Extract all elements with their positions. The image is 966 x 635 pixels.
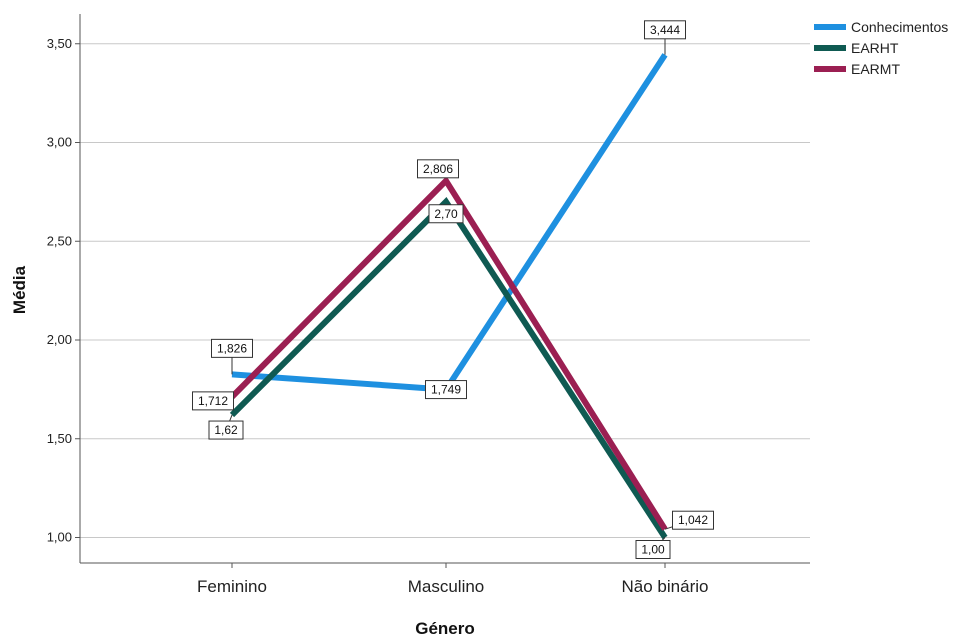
y-tick-label: 3,00 — [47, 135, 72, 150]
data-label-text: 1,749 — [431, 383, 461, 397]
data-label: 1,00 — [635, 537, 671, 559]
data-label: 3,444 — [644, 20, 686, 55]
x-axis-title: Género — [415, 619, 475, 635]
data-labels: 1,826 1,749 3,444 1,62 2,70 1,00 1,712 2,806 1,0… — [192, 20, 714, 559]
data-label-text: 3,444 — [650, 23, 680, 37]
y-tick-labels: 1,00 1,50 2,00 2,50 3,00 3,50 — [47, 36, 80, 545]
gridlines — [80, 43, 810, 538]
legend-entry: EARHT — [851, 40, 899, 56]
series-line-earmt — [229, 176, 668, 531]
data-label-box — [211, 338, 253, 358]
legend-entry: EARMT — [851, 61, 900, 77]
y-tick-label: 2,50 — [47, 233, 72, 248]
data-label-box — [425, 380, 467, 400]
y-axis-title: Média — [10, 265, 29, 314]
data-label: 2,806 — [417, 159, 459, 179]
axes — [79, 14, 810, 564]
data-label-text: 1,826 — [217, 341, 247, 355]
legend-entry: Conhecimentos — [851, 19, 948, 35]
data-label-text: 1,712 — [198, 394, 228, 408]
data-label-box — [417, 159, 459, 179]
y-tick-label: 1,00 — [47, 530, 72, 545]
series-line-earht — [229, 196, 668, 540]
y-tick-label: 2,00 — [47, 332, 72, 347]
data-label-text: 1,00 — [641, 543, 665, 557]
data-label-box — [208, 420, 244, 440]
data-label-text: 1,62 — [214, 423, 238, 437]
x-tick-label: Masculino — [408, 577, 485, 596]
y-tick-label: 3,50 — [47, 36, 72, 51]
x-tick-label: Não binário — [622, 577, 709, 596]
y-tick-label: 1,50 — [47, 431, 72, 446]
data-label-text: 2,806 — [423, 162, 453, 176]
data-label-box — [672, 510, 714, 530]
series-lines — [229, 53, 668, 540]
data-label-box — [192, 391, 234, 411]
data-label: 1,62 — [208, 414, 244, 440]
data-label: 1,826 — [211, 338, 253, 375]
data-label-box — [635, 540, 671, 559]
data-label: 1,042 — [664, 510, 714, 530]
data-label-text: 1,042 — [678, 513, 708, 527]
data-label: 1,749 — [425, 380, 467, 400]
x-tick-labels: Feminino Masculino Não binário — [197, 563, 708, 596]
data-label-box — [644, 20, 686, 40]
x-tick-label: Feminino — [197, 577, 267, 596]
data-label-box — [428, 204, 464, 224]
data-label: 1,712 — [192, 391, 234, 411]
data-label: 2,70 — [428, 204, 464, 224]
legend: Conhecimentos EARHT EARMT — [814, 19, 948, 77]
data-label-text: 2,70 — [434, 207, 458, 221]
